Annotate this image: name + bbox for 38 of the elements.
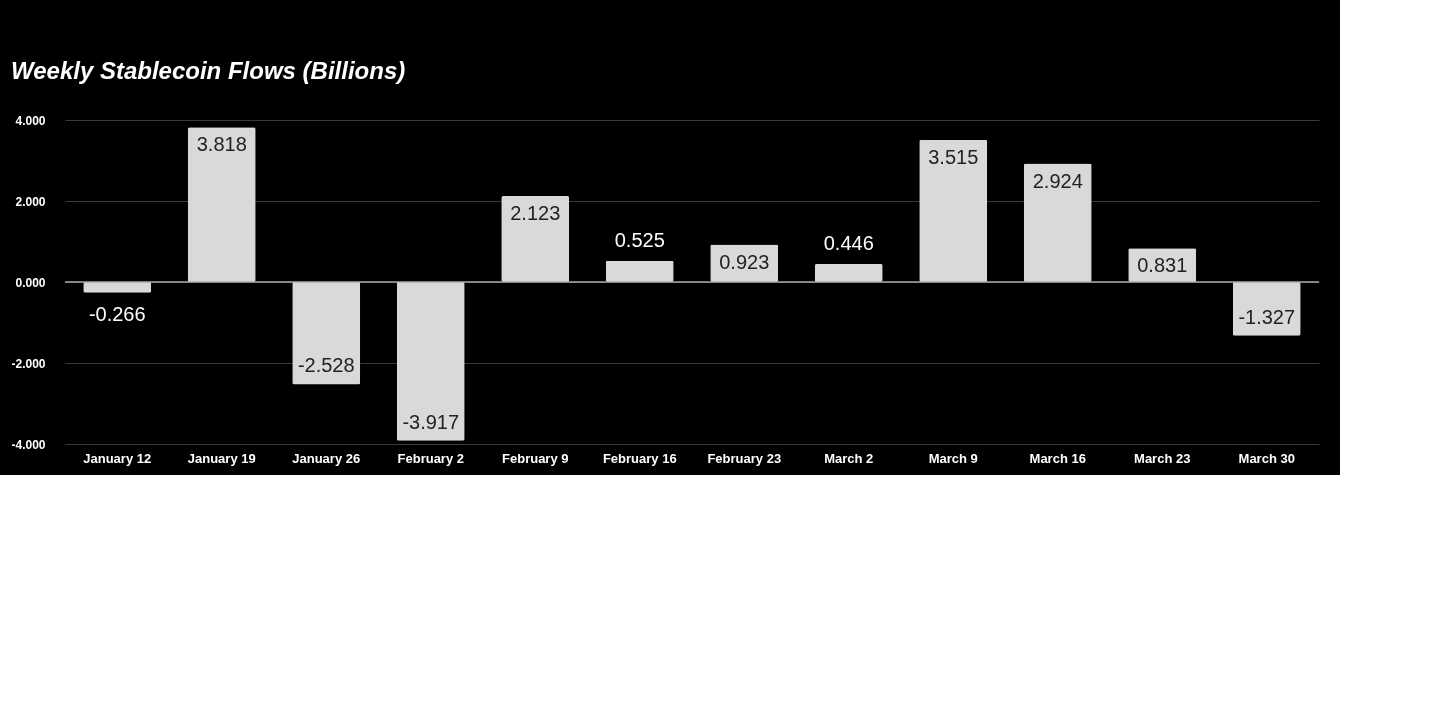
bar [919,139,988,282]
bar [605,260,674,282]
x-tick-label: February 16 [602,450,677,466]
data-label: -1.327 [1238,305,1296,328]
bar [396,282,465,441]
bar [1023,163,1092,282]
data-label: 2.924 [1032,169,1083,192]
x-tick-label: March 30 [1238,450,1295,466]
data-label: -3.917 [402,410,460,433]
data-label: 0.831 [1137,254,1188,277]
x-tick-label: March 2 [824,450,874,466]
y-tick-label: -2.000 [11,356,46,371]
x-tick-label: March 23 [1134,450,1191,466]
bar [187,127,256,282]
x-tick-label: January 12 [83,450,152,466]
x-tick-label: January 26 [292,450,361,466]
y-tick-label: -4.000 [11,437,46,452]
x-tick-label: February 23 [707,450,782,466]
data-label: 0.525 [614,228,665,251]
bar [501,196,570,282]
y-tick-label: 2.000 [15,194,46,209]
data-label: 0.923 [719,250,770,273]
x-tick-label: March 16 [1029,450,1086,466]
x-tick-label: February 9 [502,450,569,466]
data-label: 3.818 [196,133,247,156]
x-tick-label: February 2 [397,450,464,466]
data-label: -2.528 [297,354,355,377]
bar [292,282,361,385]
data-label: 0.446 [823,231,874,254]
data-label: -0.266 [88,302,146,325]
x-tick-label: March 9 [928,450,978,466]
chart-title: Weekly Stablecoin Flows (Billions) [10,57,406,84]
x-tick-label: January 19 [187,450,256,466]
bar [814,263,883,282]
y-tick-label: 4.000 [15,113,46,128]
data-label: 3.515 [928,145,979,168]
y-tick-label: 0.000 [15,275,46,290]
data-label: 2.123 [510,202,561,225]
